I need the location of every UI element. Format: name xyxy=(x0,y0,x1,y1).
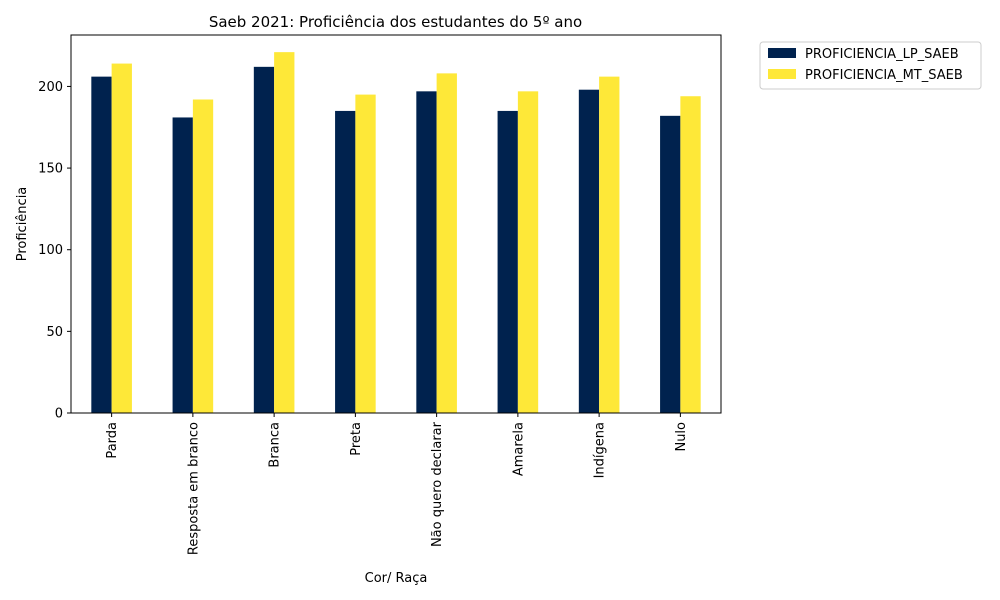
bar-mt-5 xyxy=(517,91,539,413)
bar-lp-0 xyxy=(91,76,112,413)
y-tick-label: 0 xyxy=(55,407,63,422)
x-axis-label: Cor/ Raça xyxy=(365,571,428,586)
x-tick-label: Não quero declarar xyxy=(430,421,445,547)
bar-mt-4 xyxy=(436,73,457,413)
bars-group xyxy=(91,52,701,414)
y-tick-label: 200 xyxy=(38,80,63,95)
y-tick-label: 50 xyxy=(46,325,63,340)
y-axis-ticks: 0 50 100 150 200 xyxy=(38,80,71,422)
bar-lp-5 xyxy=(497,110,518,413)
x-tick-label: Resposta em branco xyxy=(186,422,201,555)
legend-label-mt: PROFICIENCIA_MT_SAEB xyxy=(805,68,963,83)
bar-lp-2 xyxy=(253,66,275,413)
x-tick-label: Branca xyxy=(268,422,283,468)
legend-frame xyxy=(759,41,982,90)
bar-lp-6 xyxy=(578,89,600,414)
x-tick-label: Amarela xyxy=(511,422,526,476)
bar-mt-6 xyxy=(599,76,620,413)
bar-lp-3 xyxy=(335,110,356,413)
x-tick-label: Indígena xyxy=(593,422,608,478)
x-axis-ticks: Parda Resposta em branco Branca Preta Não qu… xyxy=(105,413,689,555)
bar-mt-2 xyxy=(274,52,295,413)
legend-swatch-mt xyxy=(768,69,796,79)
x-tick-label: Parda xyxy=(105,422,120,459)
bar-mt-3 xyxy=(355,94,376,414)
y-axis-label: Proficiência xyxy=(15,187,30,262)
legend-label-lp: PROFICIENCIA_LP_SAEB xyxy=(805,47,959,62)
legend-swatch-lp xyxy=(768,48,796,58)
bar-mt-7 xyxy=(680,96,701,413)
legend: PROFICIENCIA_LP_SAEB PROFICIENCIA_MT_SAE… xyxy=(759,41,982,90)
bar-lp-4 xyxy=(416,91,437,413)
x-tick-label: Nulo xyxy=(674,422,689,452)
x-tick-label: Preta xyxy=(349,422,364,456)
y-tick-label: 100 xyxy=(38,243,63,258)
bar-lp-1 xyxy=(172,117,193,413)
y-tick-label: 150 xyxy=(38,162,63,177)
chart-title: Saeb 2021: Proficiência dos estudantes d… xyxy=(209,13,582,31)
plot-frame xyxy=(70,34,722,414)
bar-lp-7 xyxy=(660,115,681,414)
bar-mt-0 xyxy=(111,63,132,413)
bar-mt-1 xyxy=(192,99,214,413)
